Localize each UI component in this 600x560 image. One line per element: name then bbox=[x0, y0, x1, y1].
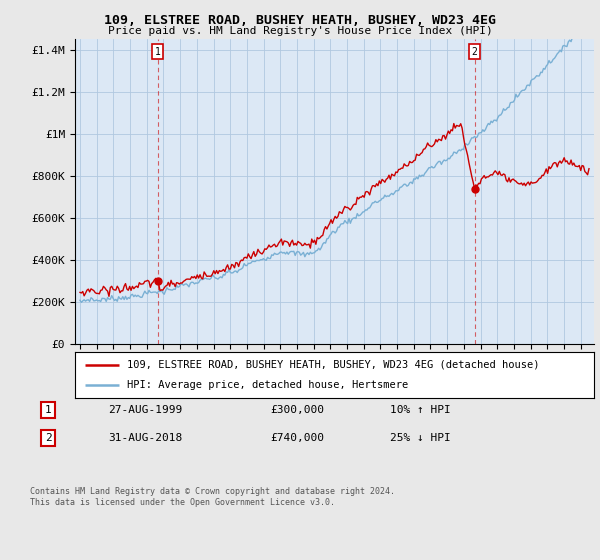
HPI: Average price, detached house, Hertsmere: (2e+03, 2.1e+05): Average price, detached house, Hertsmere… bbox=[76, 297, 83, 304]
HPI: Average price, detached house, Hertsmere: (2.03e+03, 1.55e+06): Average price, detached house, Hertsmere… bbox=[586, 15, 593, 21]
HPI: Average price, detached house, Hertsmere: (2.01e+03, 4.3e+05): Average price, detached house, Hertsmere… bbox=[282, 250, 289, 257]
Text: 109, ELSTREE ROAD, BUSHEY HEATH, BUSHEY, WD23 4EG (detached house): 109, ELSTREE ROAD, BUSHEY HEATH, BUSHEY,… bbox=[127, 360, 539, 370]
Text: 2: 2 bbox=[44, 433, 52, 443]
HPI: Average price, detached house, Hertsmere: (2.03e+03, 1.56e+06): Average price, detached house, Hertsmere… bbox=[584, 13, 591, 20]
Text: Contains HM Land Registry data © Crown copyright and database right 2024.
This d: Contains HM Land Registry data © Crown c… bbox=[30, 487, 395, 507]
109, ELSTREE ROAD, BUSHEY HEATH, BUSHEY, WD23 4EG (detached house) bbox=[497, 171, 505, 178]
Text: 109, ELSTREE ROAD, BUSHEY HEATH, BUSHEY, WD23 4EG: 109, ELSTREE ROAD, BUSHEY HEATH, BUSHEY,… bbox=[104, 14, 496, 27]
Text: 27-AUG-1999: 27-AUG-1999 bbox=[108, 405, 182, 415]
109, ELSTREE ROAD, BUSHEY HEATH, BUSHEY, WD23 4EG (detached house) bbox=[277, 238, 284, 245]
Line: HPI: Average price, detached house, Hertsmere: HPI: Average price, detached house, Hert… bbox=[80, 17, 589, 302]
Text: 25% ↓ HPI: 25% ↓ HPI bbox=[390, 433, 451, 443]
HPI: Average price, detached house, Hertsmere: (2e+03, 2e+05): Average price, detached house, Hertsmere… bbox=[78, 299, 85, 306]
Text: 2: 2 bbox=[472, 47, 478, 57]
109, ELSTREE ROAD, BUSHEY HEATH, BUSHEY, WD23 4EG (detached house) bbox=[166, 283, 173, 290]
109, ELSTREE ROAD, BUSHEY HEATH, BUSHEY, WD23 4EG (detached house) bbox=[450, 120, 457, 127]
109, ELSTREE ROAD, BUSHEY HEATH, BUSHEY, WD23 4EG (detached house) bbox=[449, 128, 456, 134]
Text: 10% ↑ HPI: 10% ↑ HPI bbox=[390, 405, 451, 415]
109, ELSTREE ROAD, BUSHEY HEATH, BUSHEY, WD23 4EG (detached house) bbox=[106, 293, 113, 300]
Text: 31-AUG-2018: 31-AUG-2018 bbox=[108, 433, 182, 443]
Text: HPI: Average price, detached house, Hertsmere: HPI: Average price, detached house, Hert… bbox=[127, 380, 408, 390]
109, ELSTREE ROAD, BUSHEY HEATH, BUSHEY, WD23 4EG (detached house) bbox=[76, 289, 83, 296]
Line: 109, ELSTREE ROAD, BUSHEY HEATH, BUSHEY, WD23 4EG (detached house): 109, ELSTREE ROAD, BUSHEY HEATH, BUSHEY,… bbox=[80, 124, 589, 296]
109, ELSTREE ROAD, BUSHEY HEATH, BUSHEY, WD23 4EG (detached house) bbox=[586, 165, 593, 172]
HPI: Average price, detached house, Hertsmere: (2.02e+03, 1.09e+06): Average price, detached house, Hertsmere… bbox=[496, 112, 503, 119]
HPI: Average price, detached house, Hertsmere: (2.01e+03, 4.38e+05): Average price, detached house, Hertsmere… bbox=[277, 249, 284, 255]
Text: 1: 1 bbox=[155, 47, 161, 57]
109, ELSTREE ROAD, BUSHEY HEATH, BUSHEY, WD23 4EG (detached house) bbox=[282, 238, 289, 245]
HPI: Average price, detached house, Hertsmere: (2e+03, 2.61e+05): Average price, detached house, Hertsmere… bbox=[166, 286, 173, 293]
Text: £740,000: £740,000 bbox=[270, 433, 324, 443]
Text: 1: 1 bbox=[44, 405, 52, 415]
109, ELSTREE ROAD, BUSHEY HEATH, BUSHEY, WD23 4EG (detached house) bbox=[522, 183, 529, 189]
Text: £300,000: £300,000 bbox=[270, 405, 324, 415]
HPI: Average price, detached house, Hertsmere: (2.02e+03, 8.98e+05): Average price, detached house, Hertsmere… bbox=[449, 152, 456, 158]
Text: Price paid vs. HM Land Registry's House Price Index (HPI): Price paid vs. HM Land Registry's House … bbox=[107, 26, 493, 36]
HPI: Average price, detached house, Hertsmere: (2.02e+03, 1.21e+06): Average price, detached house, Hertsmere… bbox=[521, 87, 528, 94]
